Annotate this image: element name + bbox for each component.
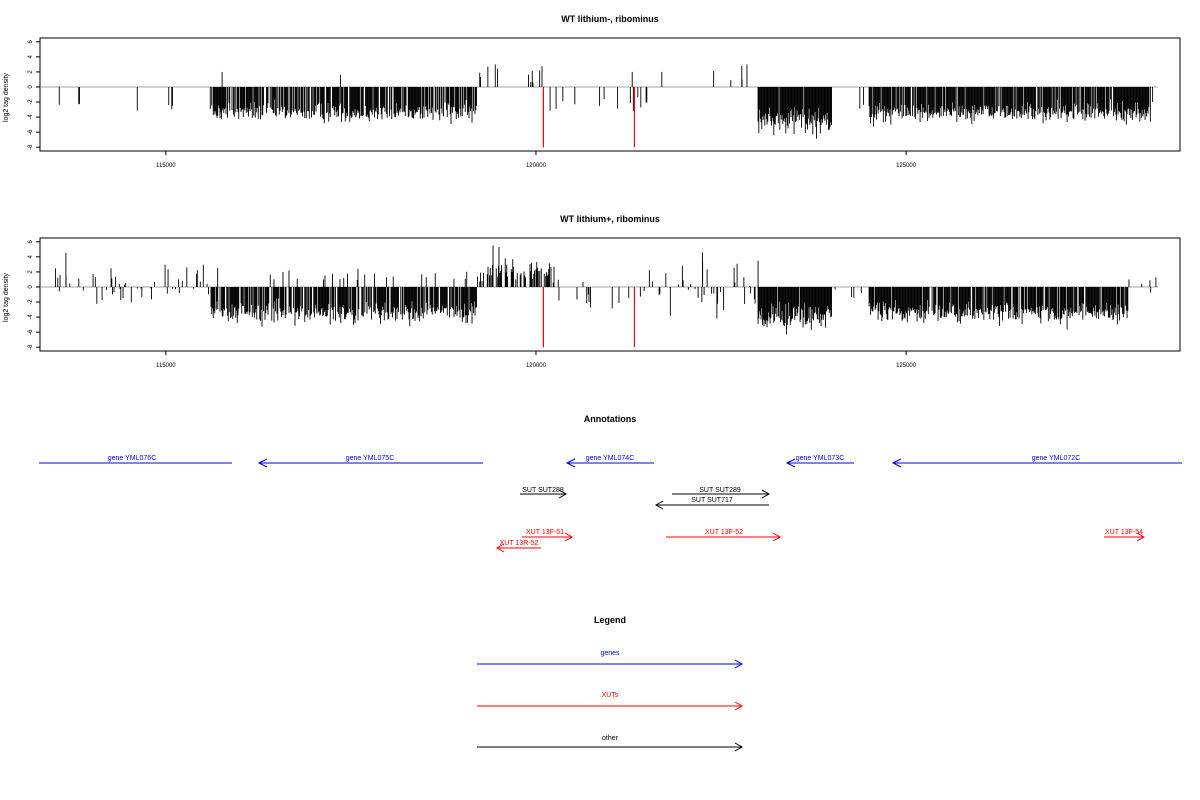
gene-YML072C-label: gene YML072C bbox=[1032, 455, 1081, 462]
y-tick-label: -6 bbox=[28, 129, 34, 135]
x-tick-label: 125000 bbox=[896, 363, 917, 369]
y-tick-label: 2 bbox=[28, 270, 34, 274]
y-tick-label: -2 bbox=[28, 99, 34, 105]
annotation-track: gene YML076C gene YML075C gene YML074C g… bbox=[39, 455, 1182, 553]
y-tick-label: -8 bbox=[28, 344, 34, 350]
y-tick-label: -6 bbox=[28, 329, 34, 335]
gene-YML074C-arrowhead bbox=[565, 458, 576, 468]
SUT717-label: SUT SUT717 bbox=[691, 497, 733, 504]
x-tick-label: 120000 bbox=[526, 163, 547, 169]
y-tick-label: 4 bbox=[28, 55, 34, 59]
x-tick-label: 125000 bbox=[896, 163, 917, 169]
legend-other-label: other bbox=[602, 735, 619, 742]
y-tick-label: -4 bbox=[28, 114, 34, 120]
y-tick-label: 2 bbox=[28, 70, 34, 74]
XUT-13F-54-arrowhead bbox=[1136, 532, 1146, 542]
y-tick-label: 6 bbox=[28, 239, 34, 243]
gene-YML075C-label: gene YML075C bbox=[346, 455, 395, 462]
chart-2-title: WT lithium+, ribominus bbox=[560, 214, 660, 224]
chart-1: 6 4 2 0 -2 -4 -6 -8 115000 120000 125000 bbox=[28, 37, 1181, 169]
legend: genes XUTs other bbox=[477, 650, 744, 752]
legend-xuts-arrowhead bbox=[734, 701, 744, 711]
legend-other-arrowhead bbox=[734, 742, 744, 752]
chart-1-frame bbox=[39, 37, 1181, 152]
chart-1-bars bbox=[58, 64, 1154, 139]
y-tick-label: -4 bbox=[28, 314, 34, 320]
XUT-13F-51-label: XUT 13F-51 bbox=[526, 529, 564, 536]
x-tick-label: 115000 bbox=[156, 363, 176, 369]
chart-2-bars bbox=[55, 245, 1157, 335]
SUT288-arrowhead bbox=[558, 489, 568, 499]
XUT-13F-51-arrowhead bbox=[564, 532, 574, 542]
gene-YML074C-label: gene YML074C bbox=[586, 455, 635, 462]
y-tick-label: 6 bbox=[28, 39, 34, 43]
SUT289-arrowhead bbox=[761, 489, 771, 499]
x-tick-label: 120000 bbox=[526, 363, 547, 369]
y-tick-label: 0 bbox=[28, 285, 34, 289]
chart-1-title: WT lithium-, ribominus bbox=[561, 14, 659, 24]
SUT289-label: SUT SUT289 bbox=[699, 487, 741, 494]
y-tick-label: 4 bbox=[28, 255, 34, 259]
XUT-13R-52-arrowhead bbox=[495, 543, 505, 553]
gene-YML072C-arrowhead bbox=[891, 458, 902, 468]
SUT717-arrowhead bbox=[654, 500, 664, 510]
gene-YML073C-arrowhead bbox=[785, 458, 796, 468]
XUT-13F-52-arrowhead bbox=[772, 532, 782, 542]
legend-genes-arrowhead bbox=[734, 659, 744, 669]
legend-genes-label: genes bbox=[600, 650, 620, 657]
XUT-13F-52-label: XUT 13F-52 bbox=[705, 529, 743, 536]
SUT288-label: SUT SUT288 bbox=[522, 487, 564, 494]
legend-title: Legend bbox=[593, 615, 626, 625]
XUT-13F-54-label: XUT 13F-54 bbox=[1105, 529, 1143, 536]
annotations-title: Annotations bbox=[583, 414, 637, 424]
legend-xuts-label: XUTs bbox=[602, 692, 619, 699]
XUT-13R-52-label: XUT 13R-52 bbox=[500, 540, 539, 547]
y-tick-label: -2 bbox=[28, 299, 34, 305]
chart-2: 6 4 2 0 -2 -4 -6 -8 115000 120000 125000 bbox=[28, 237, 1181, 369]
gene-YML075C-arrowhead bbox=[257, 458, 268, 468]
chart-2-frame bbox=[39, 237, 1181, 352]
gene-YML073C-label: gene YML073C bbox=[796, 455, 845, 462]
x-tick-label: 115000 bbox=[156, 163, 176, 169]
gene-YML076C-label: gene YML076C bbox=[108, 455, 157, 462]
y-tick-label: -8 bbox=[28, 144, 34, 150]
y-tick-label: 0 bbox=[28, 85, 34, 89]
